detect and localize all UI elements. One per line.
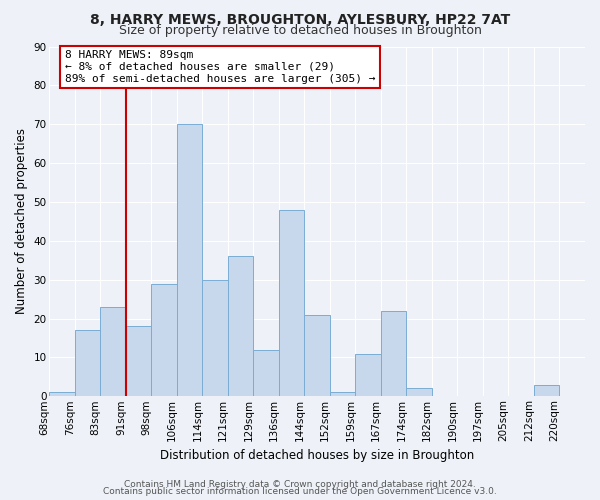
Bar <box>330 392 355 396</box>
Text: Contains HM Land Registry data © Crown copyright and database right 2024.: Contains HM Land Registry data © Crown c… <box>124 480 476 489</box>
Bar <box>406 388 432 396</box>
Bar <box>304 314 330 396</box>
Y-axis label: Number of detached properties: Number of detached properties <box>15 128 28 314</box>
Bar <box>75 330 100 396</box>
Bar <box>534 384 559 396</box>
Text: Contains public sector information licensed under the Open Government Licence v3: Contains public sector information licen… <box>103 488 497 496</box>
Bar <box>381 311 406 396</box>
Text: 8 HARRY MEWS: 89sqm
← 8% of detached houses are smaller (29)
89% of semi-detache: 8 HARRY MEWS: 89sqm ← 8% of detached hou… <box>65 50 375 84</box>
Bar <box>100 307 126 396</box>
Bar <box>228 256 253 396</box>
Bar <box>126 326 151 396</box>
Bar <box>279 210 304 396</box>
X-axis label: Distribution of detached houses by size in Broughton: Distribution of detached houses by size … <box>160 450 475 462</box>
Bar <box>49 392 75 396</box>
Text: Size of property relative to detached houses in Broughton: Size of property relative to detached ho… <box>119 24 481 37</box>
Bar <box>202 280 228 396</box>
Bar <box>151 284 177 397</box>
Text: 8, HARRY MEWS, BROUGHTON, AYLESBURY, HP22 7AT: 8, HARRY MEWS, BROUGHTON, AYLESBURY, HP2… <box>90 12 510 26</box>
Bar <box>355 354 381 397</box>
Bar <box>177 124 202 396</box>
Bar <box>253 350 279 397</box>
